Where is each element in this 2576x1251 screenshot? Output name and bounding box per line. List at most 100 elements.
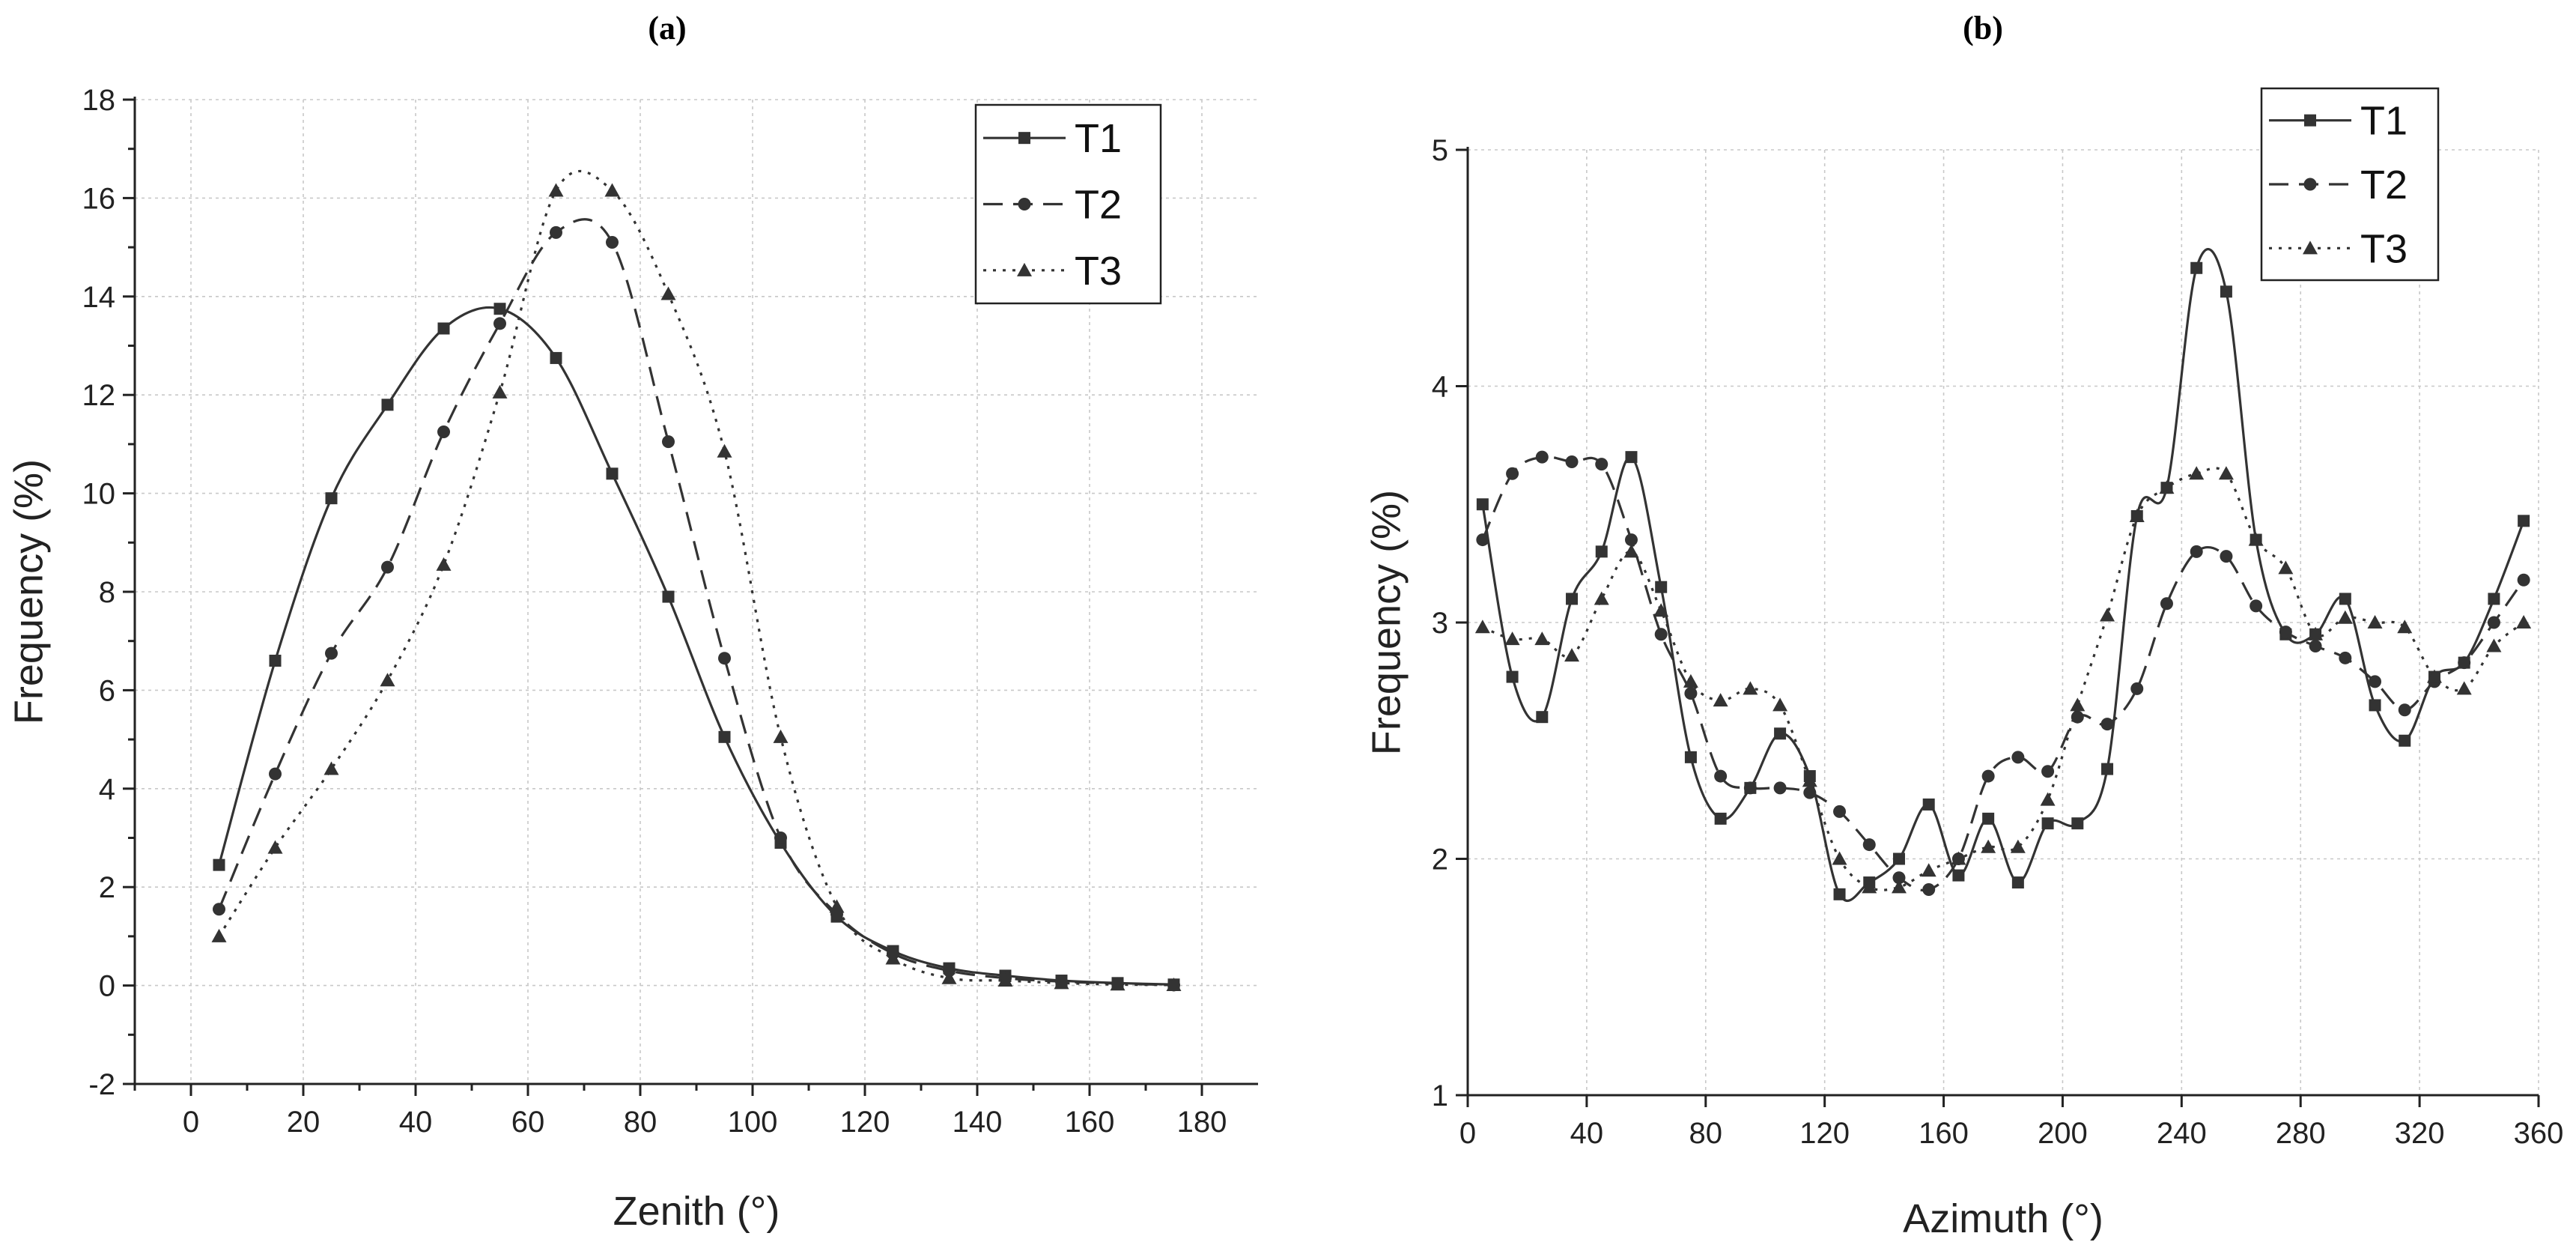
data-point bbox=[885, 951, 901, 965]
data-point bbox=[269, 654, 282, 667]
data-point bbox=[1506, 670, 1519, 683]
data-point bbox=[2011, 751, 2025, 764]
data-point bbox=[660, 286, 676, 300]
data-point bbox=[1922, 798, 1935, 811]
series-t3 bbox=[211, 169, 1182, 991]
data-point bbox=[2367, 615, 2383, 628]
data-point bbox=[1595, 545, 1608, 558]
data-point bbox=[1476, 533, 1489, 547]
data-point bbox=[1802, 773, 1817, 787]
y-tick-label: 1 bbox=[1432, 1079, 1448, 1112]
data-point bbox=[1714, 769, 1728, 783]
data-point bbox=[493, 317, 506, 330]
legend-marker bbox=[1018, 132, 1030, 145]
legend-marker bbox=[1017, 262, 1032, 276]
data-point bbox=[2220, 550, 2233, 563]
data-point bbox=[829, 899, 845, 913]
data-point bbox=[492, 384, 508, 399]
data-point bbox=[941, 970, 957, 984]
data-point bbox=[2100, 718, 2114, 731]
data-point bbox=[2309, 640, 2322, 653]
data-point bbox=[2160, 597, 2173, 611]
x-tick-label: 120 bbox=[840, 1106, 890, 1139]
series-line bbox=[218, 218, 1174, 987]
x-axis-title: Zenith (°) bbox=[613, 1189, 780, 1234]
x-tick-label: 280 bbox=[2276, 1117, 2326, 1150]
data-point bbox=[1476, 498, 1489, 511]
data-point bbox=[2190, 261, 2203, 274]
data-point bbox=[604, 183, 620, 197]
panel-a-label: (a) bbox=[648, 10, 686, 46]
data-point bbox=[2010, 839, 2026, 853]
data-point bbox=[493, 303, 506, 315]
data-point bbox=[1595, 458, 1609, 471]
y-axis-title: Frequency (%) bbox=[1364, 490, 1409, 755]
data-point bbox=[718, 652, 731, 665]
data-point bbox=[2488, 593, 2500, 605]
legend-label: T2 bbox=[2360, 163, 2408, 208]
y-tick-label: 0 bbox=[99, 970, 115, 1003]
data-point bbox=[662, 435, 675, 449]
data-point bbox=[2339, 593, 2351, 605]
y-tick-label: 14 bbox=[82, 281, 116, 314]
series-t2 bbox=[1476, 450, 2530, 897]
data-point bbox=[1535, 450, 1549, 464]
data-point bbox=[2397, 620, 2413, 634]
data-point bbox=[1981, 839, 1996, 853]
legend-label: T1 bbox=[1075, 116, 1122, 161]
data-point bbox=[1623, 544, 1639, 558]
data-point bbox=[2426, 669, 2442, 683]
x-tick-label: 120 bbox=[1799, 1117, 1850, 1150]
data-point bbox=[2517, 573, 2530, 587]
data-point bbox=[1536, 711, 1549, 724]
data-point bbox=[1981, 769, 1995, 783]
x-tick-label: 140 bbox=[953, 1106, 1003, 1139]
y-tick-label: 10 bbox=[82, 478, 116, 511]
data-point bbox=[606, 236, 619, 249]
data-point bbox=[2399, 734, 2411, 747]
data-point bbox=[2041, 817, 2054, 830]
x-tick-label: 320 bbox=[2395, 1117, 2445, 1150]
y-tick-label: 12 bbox=[82, 379, 116, 412]
data-point bbox=[1774, 727, 1787, 740]
data-point bbox=[1982, 812, 1995, 825]
x-tick-label: 0 bbox=[1459, 1117, 1476, 1150]
data-point bbox=[2041, 765, 2055, 778]
data-point bbox=[2190, 545, 2203, 558]
x-tick-label: 0 bbox=[183, 1106, 199, 1139]
data-point bbox=[1564, 648, 1580, 662]
x-tick-label: 160 bbox=[1919, 1117, 1969, 1150]
data-point bbox=[2130, 682, 2144, 695]
data-point bbox=[1952, 869, 1965, 882]
data-point bbox=[1892, 852, 1905, 865]
data-point bbox=[267, 840, 283, 854]
data-point bbox=[2398, 703, 2411, 717]
data-point bbox=[437, 322, 450, 335]
data-point bbox=[1504, 631, 1520, 646]
data-point bbox=[2129, 509, 2145, 523]
data-point bbox=[2516, 615, 2532, 628]
x-tick-label: 160 bbox=[1065, 1106, 1115, 1139]
legend-label: T2 bbox=[1075, 183, 1122, 228]
data-point bbox=[1951, 851, 1966, 865]
data-point bbox=[1624, 533, 1638, 547]
data-point bbox=[2071, 710, 2084, 724]
x-tick-label: 80 bbox=[1689, 1117, 1723, 1150]
data-point bbox=[2040, 792, 2056, 806]
data-point bbox=[1534, 631, 1550, 646]
y-tick-label: 4 bbox=[1432, 371, 1448, 404]
data-point bbox=[1474, 620, 1490, 634]
x-tick-label: 40 bbox=[1570, 1117, 1604, 1150]
data-point bbox=[2369, 675, 2382, 688]
data-point bbox=[380, 673, 395, 687]
data-point bbox=[550, 225, 562, 239]
zenith-chart: 0 20 40 60 80 100 120 140 160 180 -2 0 2 4 6 8 10 12 14 16 1… bbox=[6, 84, 1258, 1234]
x-tick-label: 60 bbox=[511, 1106, 545, 1139]
data-point bbox=[1921, 863, 1936, 877]
data-point bbox=[606, 467, 619, 480]
data-point bbox=[1683, 673, 1698, 688]
data-point bbox=[2458, 656, 2471, 670]
data-point bbox=[1714, 812, 1727, 825]
data-point bbox=[718, 730, 731, 743]
data-point bbox=[1110, 977, 1126, 991]
